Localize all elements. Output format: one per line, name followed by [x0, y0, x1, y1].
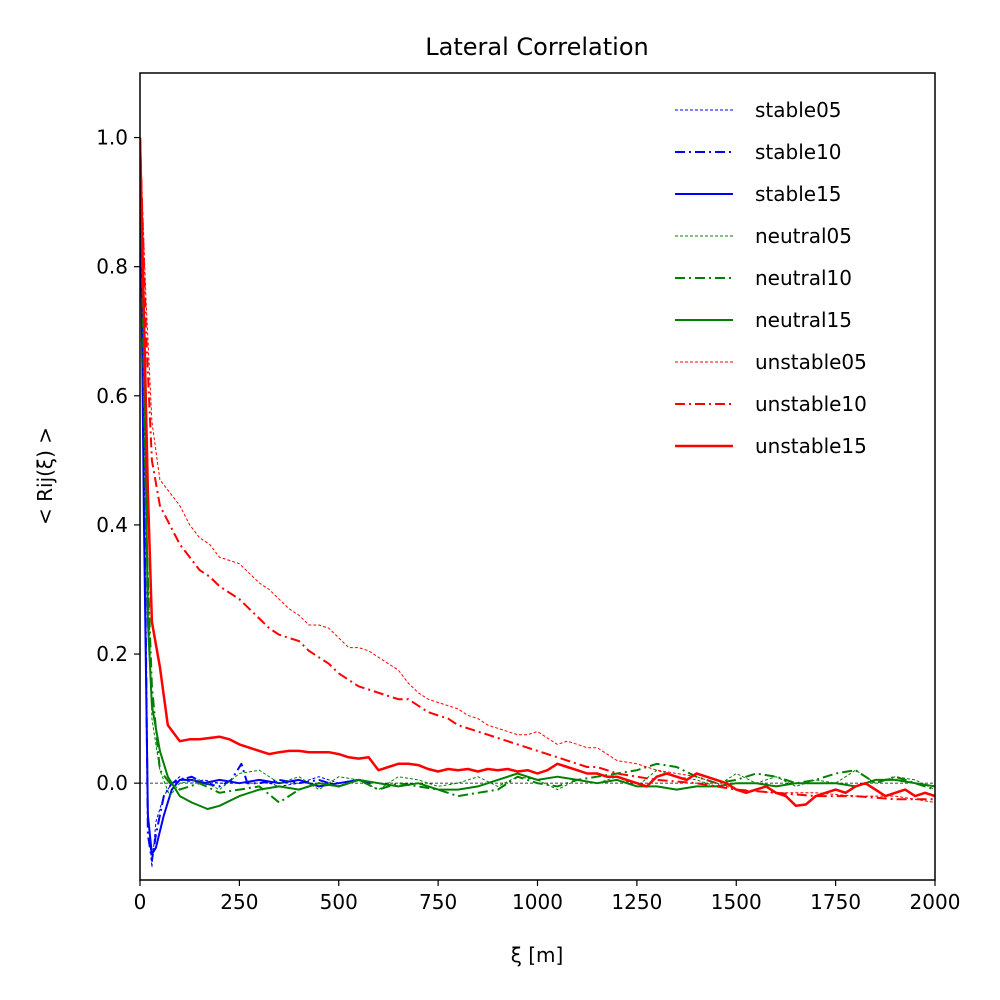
legend-label-unstable10: unstable10: [755, 392, 867, 416]
x-tick-label: 1500: [711, 890, 762, 914]
y-tick-label: 0.8: [96, 255, 128, 279]
legend-label-neutral10: neutral10: [755, 266, 852, 290]
series-line-stable05: [140, 137, 379, 868]
y-tick-label: 0.6: [96, 384, 128, 408]
y-axis-label: < Rij(ξ) >: [33, 427, 57, 525]
x-axis-label: ξ [m]: [511, 943, 564, 967]
x-tick-label: 250: [220, 890, 258, 914]
legend-label-neutral15: neutral15: [755, 308, 852, 332]
y-tick-label: 1.0: [96, 126, 128, 150]
x-tick-label: 0: [134, 890, 147, 914]
series-line-neutral10: [140, 137, 935, 804]
y-tick-label: 0.4: [96, 513, 128, 537]
series-line-neutral15: [140, 137, 935, 810]
chart-title: Lateral Correlation: [425, 33, 648, 61]
legend: stable05 stable10 stable15 neutral05 neutral…: [675, 98, 867, 458]
legend-label-stable05: stable05: [755, 98, 842, 122]
x-tick-label: 1000: [512, 890, 563, 914]
legend-label-stable10: stable10: [755, 140, 842, 164]
x-tick-label: 750: [419, 890, 457, 914]
x-tick-label: 1250: [611, 890, 662, 914]
legend-label-unstable15: unstable15: [755, 434, 867, 458]
x-tick-label: 1750: [810, 890, 861, 914]
y-tick-label: 0.2: [96, 642, 128, 666]
series-line-stable15: [140, 137, 371, 856]
x-tick-label: 500: [320, 890, 358, 914]
y-tick-label: 0.0: [96, 771, 128, 795]
legend-label-unstable05: unstable05: [755, 350, 867, 374]
series-line-unstable15: [140, 137, 935, 808]
legend-label-stable15: stable15: [755, 182, 842, 206]
legend-label-neutral05: neutral05: [755, 224, 852, 248]
x-tick-label: 2000: [910, 890, 961, 914]
series-line-stable10: [140, 137, 371, 862]
series-line-unstable10: [140, 137, 935, 801]
